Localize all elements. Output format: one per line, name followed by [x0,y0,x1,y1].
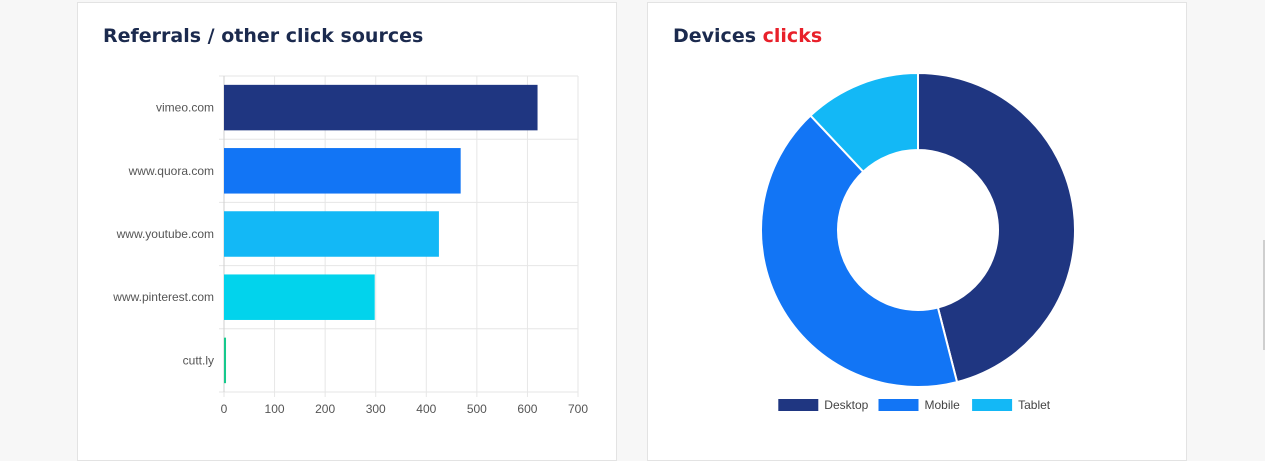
bar-www-pinterest-com[interactable] [224,274,375,320]
bar-www-quora-com[interactable] [224,148,461,194]
category-label: vimeo.com [156,101,214,115]
scrollbar-edge [1263,240,1265,350]
devices-doughnut-chart: Desktop Mobile Tablet [760,71,1076,412]
legend-label-tablet: Tablet [1018,398,1051,412]
x-tick-label: 600 [517,402,537,416]
category-label: www.pinterest.com [112,290,214,304]
x-tick-label: 300 [366,402,386,416]
slice-mobile[interactable] [760,114,959,388]
legend-swatch-desktop [778,399,819,411]
legend-swatch-tablet [972,399,1013,411]
referrals-title: Referrals / other click sources [103,25,424,47]
slice-tablet[interactable] [809,71,919,174]
devices-title-main: Devices [673,25,757,47]
devices-title: Devices clicks [673,25,822,47]
legend-label-mobile: Mobile [925,398,961,412]
category-label: www.quora.com [128,164,214,178]
x-tick-label: 200 [315,402,335,416]
legend-swatch-mobile [878,399,919,411]
devices-title-accent: clicks [762,25,823,47]
slice-desktop[interactable] [917,71,1076,384]
x-tick-label: 700 [568,402,588,416]
bar-vimeo-com[interactable] [224,84,538,131]
x-tick-label: 0 [221,402,228,416]
referrals-bar-chart: 0 100 200 300 400 500 600 700 vimeo.com www.quora… [112,75,588,416]
bar-www-youtube-com[interactable] [224,211,439,257]
x-tick-label: 100 [265,402,285,416]
bar-cutt-ly[interactable] [224,337,227,384]
referrals-card: 0 100 200 300 400 500 600 700 vimeo.com www.quora… [77,2,617,461]
x-tick-label: 400 [416,402,436,416]
legend-label-desktop: Desktop [824,398,868,412]
category-label: cutt.ly [183,353,214,367]
x-tick-label: 500 [467,402,487,416]
category-label: www.youtube.com [116,227,214,241]
devices-card: Desktop Mobile Tablet Devices clicks [647,2,1187,461]
